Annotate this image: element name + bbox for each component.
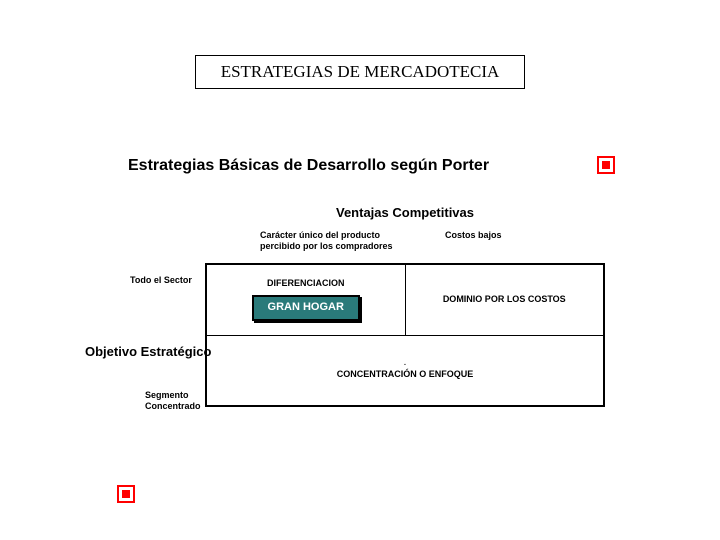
cell-label: CONCENTRACIÓN O ENFOQUE (337, 369, 474, 380)
bullet-marker-icon (597, 156, 615, 174)
col-header-uniqueness: Carácter único del producto percibido po… (205, 230, 425, 253)
cell-label: DIFERENCIACION (267, 278, 345, 289)
subtitle: Estrategias Básicas de Desarrollo según … (128, 157, 489, 175)
bullet-marker-icon (117, 485, 135, 503)
rows-axis-title: Objetivo Estratégico (85, 345, 211, 360)
cell-differentiation: DIFERENCIACION GRAN HOGAR (207, 265, 406, 335)
cell-cost-leadership: DOMINIO POR LOS COSTOS (406, 265, 604, 335)
page-title-box: ESTRATEGIAS DE MERCADOTECIA (195, 55, 525, 89)
matrix-row: DIFERENCIACION GRAN HOGAR DOMINIO POR LO… (207, 265, 603, 335)
matrix-grid: DIFERENCIACION GRAN HOGAR DOMINIO POR LO… (205, 263, 605, 407)
column-headers: Carácter único del producto percibido po… (205, 230, 605, 253)
col-header-low-cost: Costos bajos (425, 230, 605, 253)
cell-focus: . CONCENTRACIÓN O ENFOQUE (207, 336, 603, 405)
porter-matrix: Ventajas Competitivas Carácter único del… (205, 205, 605, 407)
row-header-segment: Segmento Concentrado (145, 390, 205, 413)
matrix-row: . CONCENTRACIÓN O ENFOQUE (207, 335, 603, 405)
columns-axis-title: Ventajas Competitivas (205, 205, 605, 220)
gran-hogar-box: GRAN HOGAR (252, 295, 360, 321)
row-header-whole-sector: Todo el Sector (130, 275, 198, 286)
page-title: ESTRATEGIAS DE MERCADOTECIA (221, 62, 500, 82)
